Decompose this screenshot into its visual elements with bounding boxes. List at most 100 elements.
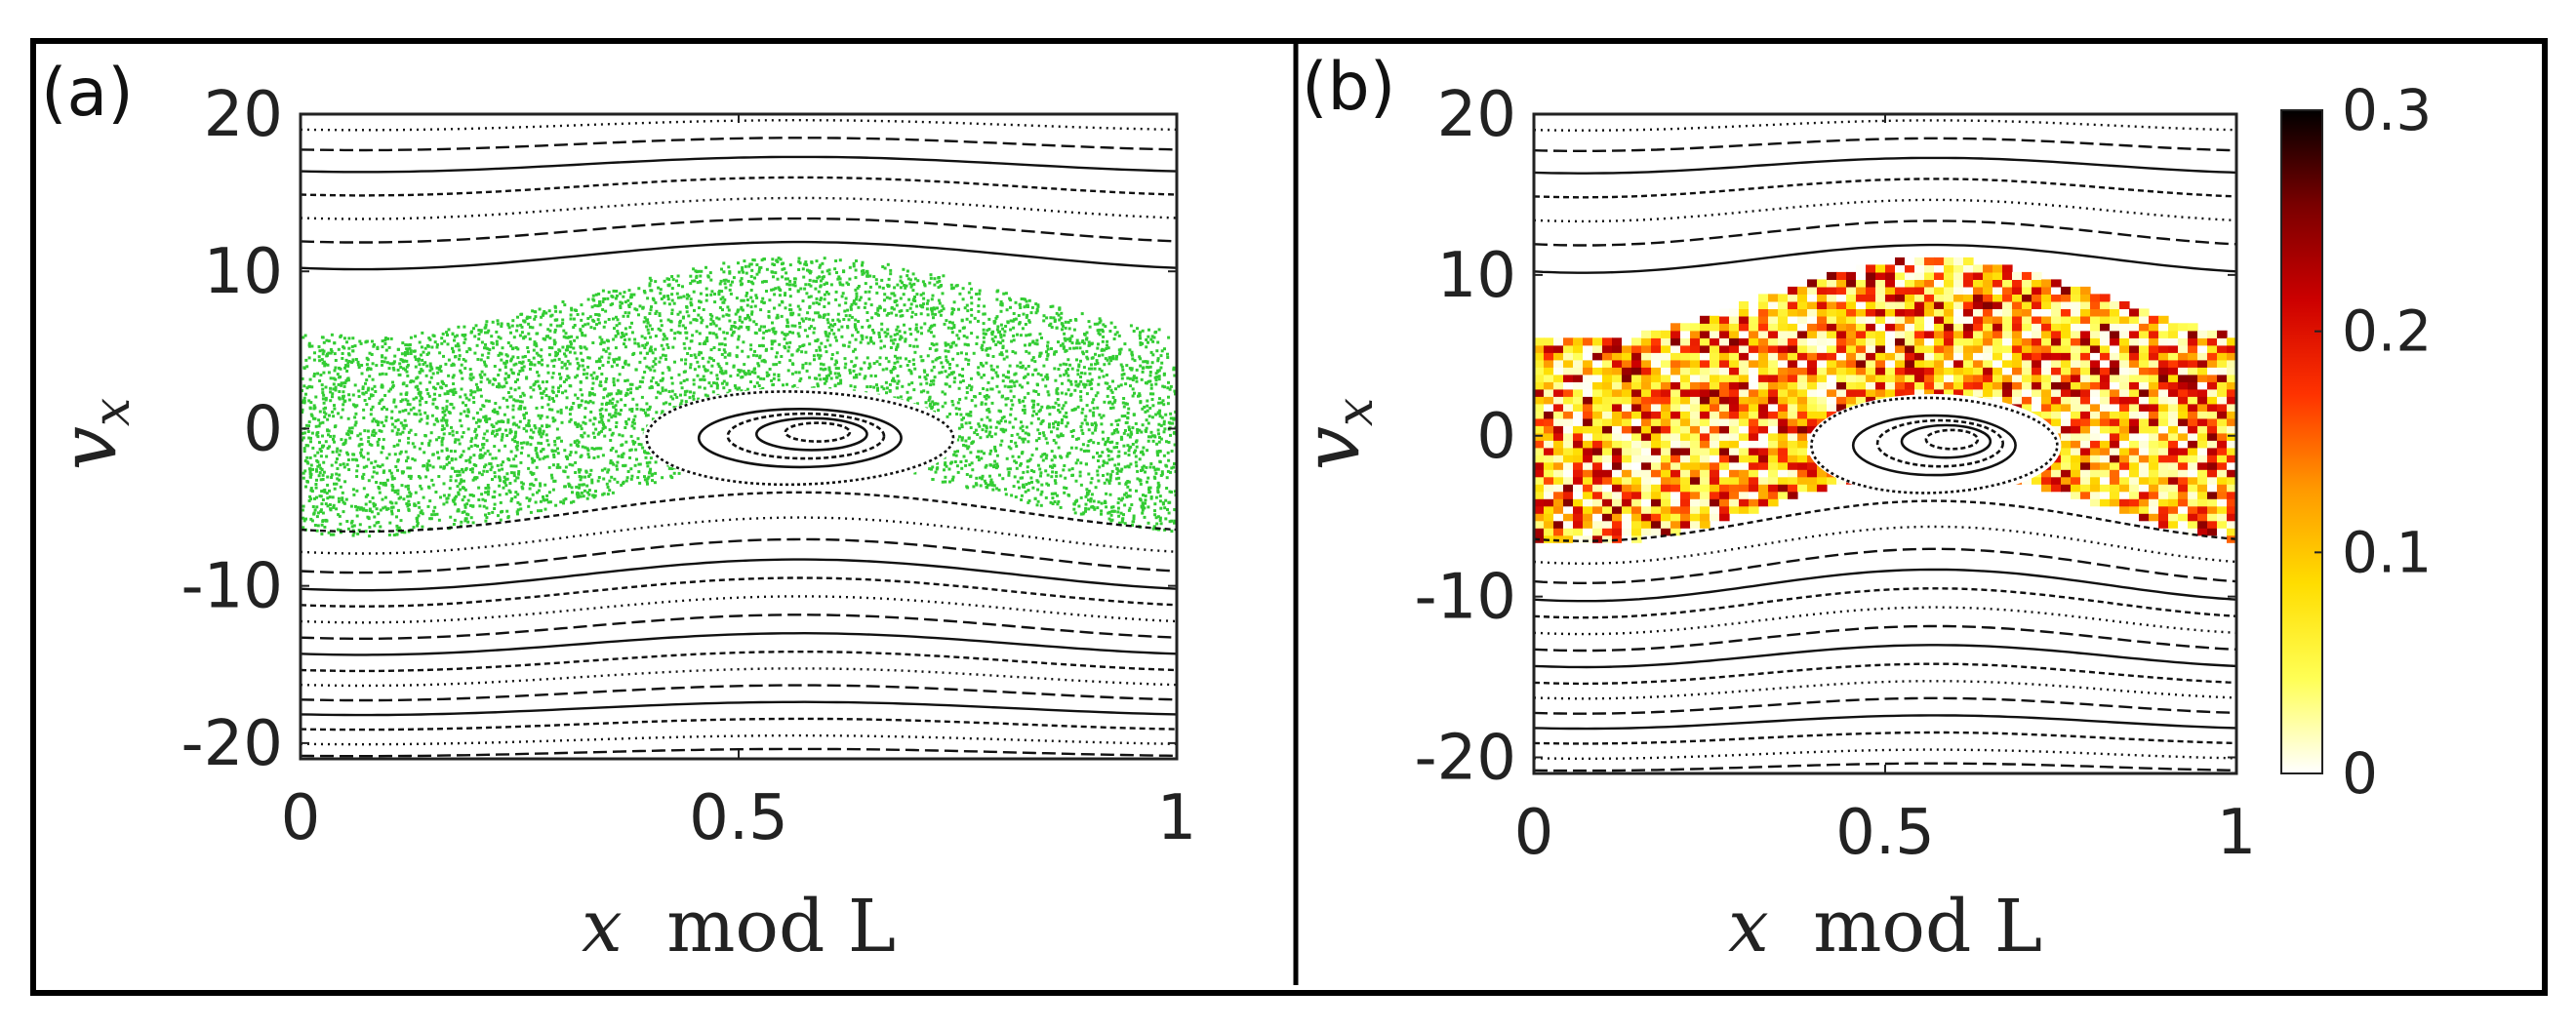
chaos-point [643,316,647,320]
chaos-point [909,372,913,376]
chaos-point [630,424,634,428]
chaos-point [331,451,335,454]
chaos-point [1136,327,1139,331]
chaos-point [961,297,965,301]
chaos-point [729,292,733,296]
chaos-point [614,408,618,412]
chaos-point [475,343,479,347]
chaos-point [1132,514,1136,518]
chaos-point [500,463,503,467]
chaos-point [1173,490,1177,494]
chaos-point [908,278,912,282]
chaos-point [1149,350,1153,354]
chaos-point [792,383,796,387]
chaos-point [1007,473,1011,477]
chaos-point [356,360,360,364]
chaos-point [508,482,512,485]
chaos-point [786,325,790,329]
chaos-point [880,322,884,326]
chaos-point [512,436,516,440]
chaos-point [448,487,452,491]
chaos-point [932,335,936,338]
chaos-point [1146,404,1149,408]
chaos-point [569,342,573,345]
chaos-point [987,433,991,437]
chaos-point [852,264,856,268]
chaos-point [1131,387,1135,391]
chaos-point [365,464,369,468]
chaos-point [411,457,415,460]
chaos-point [1084,449,1088,453]
chaos-point [1158,519,1162,522]
chaos-point [1023,396,1026,400]
chaos-point [1059,505,1063,509]
chaos-point [798,379,802,382]
chaos-point [669,395,673,399]
chaos-point [308,384,312,388]
chaos-point [319,508,323,512]
chaos-point [752,258,756,262]
chaos-point [907,382,911,386]
chaos-point [512,471,516,475]
chaos-point [463,519,467,523]
chaos-point [337,347,341,351]
chaos-point [353,383,357,387]
chaos-point [624,463,627,467]
chaos-point [308,455,312,459]
chaos-point [547,465,551,469]
chaos-point [590,447,594,451]
chaos-point [964,439,968,443]
chaos-point [847,283,850,287]
chaos-point [919,303,922,307]
chaos-point [1004,428,1008,432]
chaos-point [540,315,543,319]
chaos-point [1138,457,1142,461]
chaos-point [531,460,535,464]
chaos-point [622,482,624,486]
chaos-point [1155,467,1159,471]
chaos-point [1004,397,1008,401]
chaos-point [1057,403,1061,407]
chaos-point [552,399,556,403]
chaos-point [533,363,537,367]
chaos-point [599,416,603,419]
chaos-point [1090,505,1094,509]
chaos-point [1083,333,1087,336]
chaos-point [813,327,817,331]
chaos-point [660,324,664,328]
chaos-point [606,486,610,489]
chaos-point [868,285,872,289]
chaos-point [941,390,945,394]
chaos-point [1155,442,1159,446]
chaos-point [976,433,980,436]
chaos-point [1060,391,1064,395]
chaos-point [1075,498,1079,502]
chaos-point [401,423,405,427]
chaos-point [533,317,537,321]
chaos-point [1016,333,1019,336]
chaos-point [345,520,349,523]
chaos-point [443,339,447,343]
chaos-point [475,476,479,480]
chaos-point [1157,377,1161,381]
chaos-point [412,526,416,530]
chaos-point [967,445,971,449]
chaos-point [319,455,323,458]
chaos-point [637,287,641,291]
chaos-point [629,293,633,297]
chaos-point [864,301,867,305]
chaos-point [603,467,607,471]
chaos-point [595,360,598,364]
chaos-point [338,478,341,482]
chaos-point [1145,345,1148,349]
chaos-point [665,342,669,346]
chaos-point [823,381,826,385]
chaos-point [877,331,881,335]
chaos-point [974,395,978,399]
chaos-point [715,383,719,387]
chaos-point [322,460,326,464]
chaos-point [969,426,973,429]
chaos-point [821,261,825,265]
chaos-point [853,325,857,329]
chaos-point [428,439,432,443]
